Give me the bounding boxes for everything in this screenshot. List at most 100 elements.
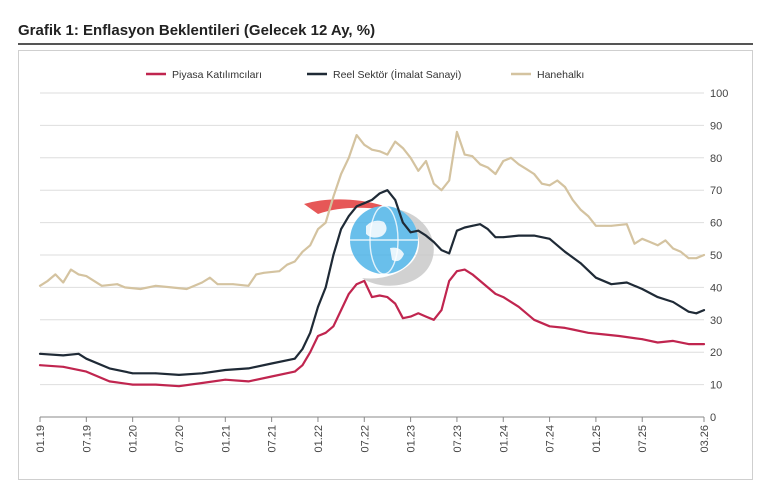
- data-point: [278, 270, 281, 273]
- data-point: [571, 199, 574, 201]
- data-point: [672, 301, 674, 303]
- data-point: [425, 315, 427, 318]
- data-point: [494, 293, 497, 295]
- data-point: [363, 202, 366, 205]
- data-point: [703, 309, 705, 311]
- data-point: [131, 372, 134, 375]
- data-point: [695, 257, 698, 260]
- data-point: [131, 383, 134, 386]
- data-point: [541, 182, 543, 185]
- data-point: [463, 268, 466, 271]
- data-point: [409, 315, 412, 318]
- data-point: [602, 333, 605, 336]
- data-point: [185, 288, 188, 290]
- series-line: [38, 189, 706, 376]
- data-point: [402, 221, 404, 224]
- data-point: [486, 286, 489, 289]
- x-tick-label: 03.26: [699, 425, 711, 453]
- data-point: [649, 241, 651, 243]
- data-point: [355, 205, 358, 208]
- x-tick-label: 01.22: [313, 425, 325, 453]
- data-point: [548, 184, 551, 187]
- data-point: [178, 374, 180, 376]
- data-point: [340, 173, 342, 175]
- data-point: [70, 268, 72, 271]
- y-tick-label: 90: [710, 120, 722, 132]
- y-tick-label: 60: [710, 218, 722, 230]
- data-point: [625, 223, 628, 226]
- data-point: [525, 168, 528, 171]
- data-point: [201, 372, 204, 375]
- data-point: [371, 199, 373, 201]
- data-point: [425, 160, 427, 162]
- data-point: [332, 195, 335, 198]
- data-point: [548, 325, 551, 328]
- data-point: [46, 280, 49, 282]
- watermark-red-swoosh: [304, 199, 398, 214]
- data-point: [54, 273, 57, 276]
- data-point: [170, 286, 173, 289]
- data-point: [293, 370, 296, 373]
- data-point: [664, 239, 667, 242]
- data-point: [641, 237, 644, 240]
- data-point: [340, 309, 342, 311]
- data-point: [579, 208, 582, 211]
- data-point: [386, 296, 389, 298]
- data-point: [432, 182, 435, 185]
- data-point: [703, 343, 705, 345]
- data-point: [371, 148, 373, 151]
- data-point: [317, 228, 319, 231]
- data-point: [564, 186, 566, 188]
- data-point: [494, 173, 497, 175]
- y-tick-label: 10: [710, 380, 722, 392]
- legend: Piyasa Katılımcıları Reel Sektör (İmalat …: [146, 68, 584, 81]
- x-tick-label: 01.20: [128, 425, 140, 453]
- watermark-grey-crescent: [362, 208, 434, 286]
- data-point: [533, 173, 535, 175]
- data-point: [432, 241, 435, 243]
- x-tick-label: 07.21: [267, 425, 279, 453]
- y-tick-label: 100: [710, 88, 728, 100]
- data-point: [378, 294, 381, 297]
- y-tick-label: 0: [710, 412, 716, 424]
- data-point: [687, 257, 690, 260]
- data-point: [108, 367, 111, 370]
- data-point: [417, 169, 420, 172]
- data-point: [656, 296, 659, 298]
- data-point: [448, 252, 451, 255]
- data-point: [402, 147, 404, 150]
- y-tick-label: 80: [710, 153, 722, 165]
- data-point: [641, 338, 644, 341]
- data-point: [201, 382, 204, 384]
- data-point: [417, 229, 420, 232]
- data-point: [564, 327, 566, 329]
- data-point: [386, 189, 389, 192]
- data-point: [479, 163, 481, 166]
- data-point: [440, 309, 443, 311]
- data-point: [402, 317, 404, 320]
- series-line: [38, 268, 706, 388]
- data-point: [116, 283, 119, 286]
- data-point: [154, 372, 157, 375]
- data-point: [324, 221, 327, 224]
- data-point: [417, 312, 420, 315]
- data-point: [672, 340, 674, 342]
- data-point: [517, 305, 520, 308]
- x-tick-label: 07.22: [359, 425, 371, 453]
- data-point: [255, 273, 258, 276]
- data-point: [456, 270, 458, 273]
- data-point: [378, 192, 381, 195]
- data-point: [587, 331, 590, 334]
- data-point: [332, 325, 335, 328]
- data-point: [232, 283, 234, 286]
- x-tick-label: 01.24: [498, 425, 510, 453]
- data-point: [695, 312, 698, 315]
- data-point: [579, 262, 582, 264]
- title-underline: [18, 43, 753, 45]
- data-point: [293, 260, 296, 263]
- data-point: [564, 250, 566, 253]
- data-point: [471, 224, 474, 227]
- data-point: [39, 352, 41, 355]
- x-tick-label: 07.20: [174, 425, 186, 453]
- data-point: [309, 244, 312, 247]
